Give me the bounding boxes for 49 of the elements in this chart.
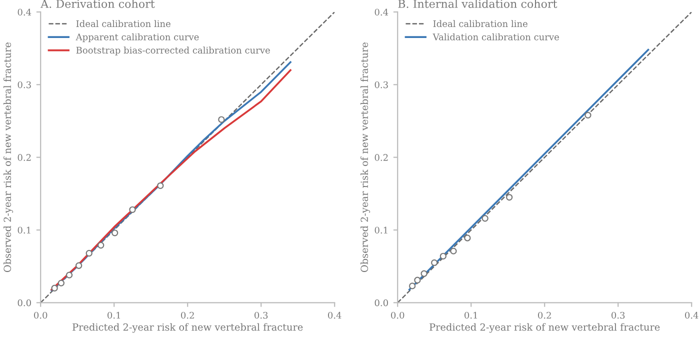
point xyxy=(450,248,457,254)
y-tick-label: 0.0 xyxy=(374,299,388,306)
y-tick-label: 0.1 xyxy=(374,226,388,234)
point xyxy=(58,280,65,286)
point xyxy=(98,242,104,249)
y-axis-title: Observed 2-year risk of new vertebral fracture xyxy=(360,42,370,272)
point xyxy=(464,234,471,242)
legend-label: Ideal calibration line xyxy=(433,20,528,28)
y-tick-label: 0.4 xyxy=(374,8,388,16)
x-tick-label: 0.3 xyxy=(254,312,268,319)
point xyxy=(482,215,488,222)
x-tick-label: 0.3 xyxy=(612,312,625,319)
point xyxy=(129,206,136,213)
legend-label: Bootstrap bias-corrected calibration curve xyxy=(76,46,270,56)
y-tick-label: 0.2 xyxy=(18,154,31,161)
x-tick-label: 0.1 xyxy=(464,312,477,319)
x-tick-label: 0.1 xyxy=(108,312,120,319)
y-tick-label: 0.3 xyxy=(18,81,31,88)
point xyxy=(218,116,225,123)
x-tick-label: 0.0 xyxy=(34,312,48,319)
y-tick-label: 0.0 xyxy=(18,299,31,306)
x-tick-label: 0.2 xyxy=(181,312,194,319)
x-tick-label: 0.4 xyxy=(685,312,698,319)
x-axis-title: Predicted 2-year risk of new vertebral fracture xyxy=(72,323,303,333)
point xyxy=(584,112,592,118)
legend-label: Apparent calibration curve xyxy=(76,33,199,42)
legend-label: Validation calibration curve xyxy=(432,33,559,40)
point xyxy=(408,282,416,290)
x-tick-label: 0.0 xyxy=(391,312,404,319)
point xyxy=(86,250,92,257)
point xyxy=(440,252,446,260)
point xyxy=(157,182,164,189)
x-axis-title: Predicted 2-year risk of new vertebral fracture xyxy=(430,323,660,333)
point xyxy=(431,259,438,266)
point xyxy=(414,276,421,284)
point xyxy=(51,284,58,292)
point xyxy=(506,194,513,201)
point xyxy=(420,270,428,277)
point xyxy=(66,272,73,278)
x-tick-label: 0.4 xyxy=(328,312,342,319)
y-tick-label: 0.2 xyxy=(374,154,388,161)
y-axis-title: Observed 2-year risk of new vertebral fracture xyxy=(4,42,14,272)
y-tick-label: 0.3 xyxy=(374,81,388,88)
y-tick-label: 0.1 xyxy=(18,226,30,234)
y-tick-label: 0.4 xyxy=(18,8,32,16)
legend-label: Ideal calibration line xyxy=(76,20,170,28)
point xyxy=(75,262,82,269)
x-tick-label: 0.2 xyxy=(538,312,551,319)
point xyxy=(112,230,118,236)
